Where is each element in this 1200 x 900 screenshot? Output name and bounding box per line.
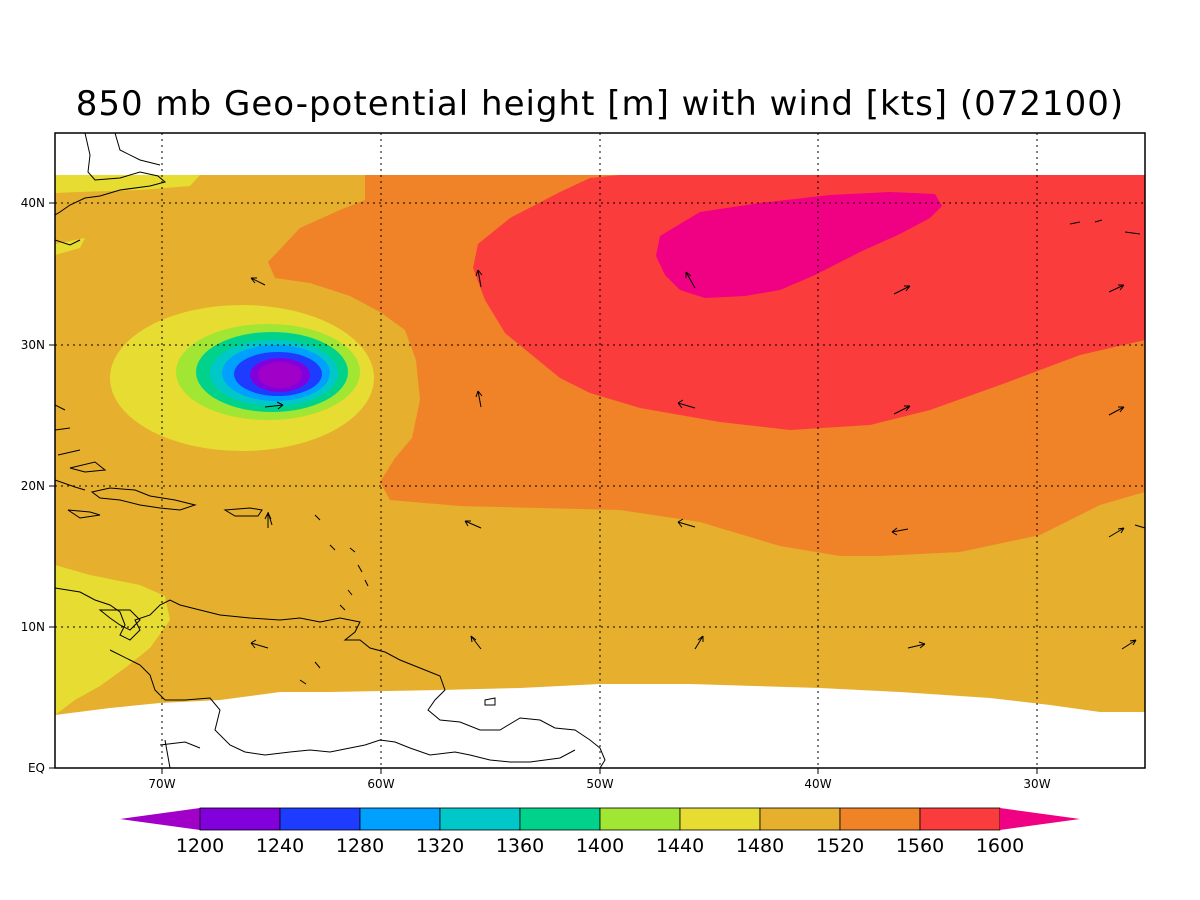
colorbar-segment bbox=[279, 807, 361, 831]
colorbar-segment bbox=[120, 808, 200, 830]
wind-arrow bbox=[893, 405, 911, 415]
height-field-1480-north bbox=[55, 175, 200, 193]
wind-arrow bbox=[1108, 284, 1125, 293]
wind-arrow bbox=[250, 277, 266, 286]
colorbar: 1200 1240 1280 1320 1360 1400 1440 1480 1520 1560… bbox=[120, 807, 1080, 857]
colorbar-label: 1440 bbox=[656, 835, 704, 857]
lon-label-30w: 30W bbox=[1023, 777, 1050, 791]
lon-label-40w: 40W bbox=[804, 777, 831, 791]
longitude-labels: 70W 60W 50W 40W 30W bbox=[148, 777, 1050, 791]
wind-arrow bbox=[893, 285, 911, 295]
wind-vectors bbox=[250, 269, 1137, 650]
colorbar-label: 1360 bbox=[496, 835, 544, 857]
colorbar-label: 1280 bbox=[336, 835, 384, 857]
map-area bbox=[55, 133, 1145, 768]
wind-arrow bbox=[1121, 639, 1137, 650]
colorbar-segment bbox=[519, 807, 601, 831]
axis-ticks bbox=[49, 202, 1038, 774]
wind-arrow bbox=[264, 512, 272, 528]
colorbar-segment bbox=[919, 807, 1001, 831]
wind-arrow bbox=[464, 520, 482, 529]
wind-arrow bbox=[677, 399, 696, 409]
colorbar-label: 1240 bbox=[256, 835, 304, 857]
colorbar-label: 1480 bbox=[736, 835, 784, 857]
wind-arrow bbox=[264, 401, 284, 410]
colorbar-segment bbox=[359, 807, 441, 831]
colorbar-label: 1600 bbox=[976, 835, 1024, 857]
wind-arrow bbox=[685, 271, 696, 289]
latitude-labels: 40N 30N 20N 10N EQ bbox=[21, 196, 45, 775]
lat-label-30n: 30N bbox=[21, 338, 45, 352]
lon-label-50w: 50W bbox=[586, 777, 613, 791]
lat-label-20n: 20N bbox=[21, 479, 45, 493]
wind-arrow bbox=[1108, 527, 1125, 538]
lon-label-60w: 60W bbox=[367, 777, 394, 791]
colorbar-label: 1520 bbox=[816, 835, 864, 857]
wind-arrow bbox=[1108, 406, 1125, 416]
colorbar-segment bbox=[599, 807, 681, 831]
colorbar-label: 1400 bbox=[576, 835, 624, 857]
map-title: 850 mb Geo-potential height [m] with win… bbox=[76, 84, 1124, 124]
height-field-1480-south bbox=[55, 565, 170, 715]
colorbar-label: 1560 bbox=[896, 835, 944, 857]
colorbar-label: 1320 bbox=[416, 835, 464, 857]
colorbar-segment bbox=[1000, 808, 1080, 830]
graticule bbox=[55, 133, 1145, 768]
wind-arrow bbox=[891, 527, 909, 536]
wind-arrow bbox=[694, 635, 704, 650]
colorbar-label: 1200 bbox=[176, 835, 224, 857]
height-field-above-1600 bbox=[656, 192, 942, 298]
wind-arrow bbox=[250, 639, 269, 649]
colorbar-segment bbox=[439, 807, 521, 831]
wind-arrow bbox=[677, 518, 696, 528]
height-field-1600 bbox=[473, 175, 1145, 430]
colorbar-segment bbox=[759, 807, 841, 831]
low-pressure-center bbox=[110, 305, 374, 451]
wind-arrow bbox=[475, 269, 483, 288]
colorbar-segment bbox=[199, 807, 281, 831]
lat-label-eq: EQ bbox=[28, 761, 45, 775]
wind-arrow bbox=[470, 635, 482, 650]
wind-arrow bbox=[475, 390, 483, 408]
lat-label-10n: 10N bbox=[21, 620, 45, 634]
lat-label-40n: 40N bbox=[21, 196, 45, 210]
wind-arrow bbox=[907, 641, 926, 649]
colorbar-segment bbox=[839, 807, 921, 831]
lon-label-70w: 70W bbox=[148, 777, 175, 791]
colorbar-segment bbox=[679, 807, 761, 831]
